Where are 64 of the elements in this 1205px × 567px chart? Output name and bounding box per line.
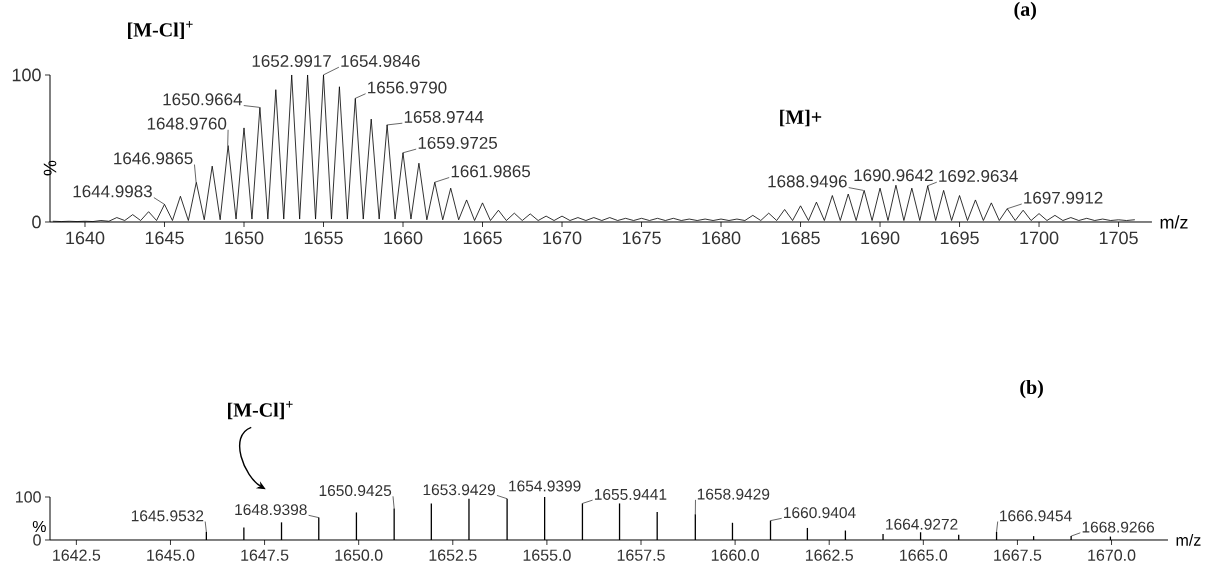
annotation: 1666.9454 [1000,510,1072,522]
annotation: 1656.9790 [368,81,447,94]
x-tick-label: 1685 [781,231,820,245]
annotation: 1653.9429 [423,484,495,496]
x-tick-label: 1660.0 [711,549,759,561]
x-tick-label: 1675 [622,231,661,245]
annotation: 1664.9272 [886,518,958,530]
x-tick-label: 1650 [225,231,264,245]
annotation: 1655.9441 [594,488,667,500]
annotation: 1658.9744 [404,110,484,123]
x-tick-label: 1640 [66,231,105,245]
x-tick-label: 1645.0 [147,549,195,561]
y-tick-label: 0 [32,215,41,229]
x-axis-title: m/z [1176,534,1201,546]
x-tick-label: 1665 [463,231,502,245]
x-tick-label: 1695 [940,231,979,245]
annotation: 1697.9912 [1024,191,1103,204]
annotation: 1668.9266 [1082,521,1155,533]
y-tick-label: 0 [33,534,41,546]
x-tick-label: 1650.0 [335,549,383,561]
annotation: 1690.9642 [854,169,933,182]
x-tick-label: 1670.0 [1088,549,1136,561]
x-tick-label: 1705 [1099,231,1138,245]
annotation: 1648.9398 [235,504,307,516]
annotation: 1646.9865 [114,152,193,165]
x-tick-label: 1642.5 [53,549,101,561]
x-tick-label: 1690 [861,231,900,245]
annotation: 1645.9532 [131,510,204,522]
y-axis-title: % [43,160,57,176]
annotation: 1654.9846 [341,54,420,68]
x-tick-label: 1700 [1020,231,1059,245]
y-axis-title: % [32,520,46,533]
annotation: 1652.9917 [252,54,331,68]
x-tick-label: 1655.0 [523,549,571,561]
x-tick-label: 1652.5 [429,549,477,561]
annotation: [M]+ [780,109,822,127]
annotation: 1659.9725 [418,136,498,149]
x-tick-label: 1665.0 [900,549,948,561]
annotation: 1660.9404 [784,507,856,519]
annotation: 1650.9425 [319,485,392,497]
chart-title: (a) [1014,1,1036,20]
annotation: 1648.9760 [147,117,227,130]
annotation: 1654.9399 [509,480,581,492]
x-tick-label: 1647.5 [241,549,289,561]
x-tick-label: 1655 [304,231,343,245]
x-axis-title: m/z [1160,215,1188,229]
x-tick-label: 1670 [543,231,582,245]
chart-title: (b) [1020,380,1043,399]
annotation: 1650.9664 [163,93,243,106]
x-tick-label: 1657.5 [617,549,665,561]
x-tick-label: 1662.5 [805,549,853,561]
y-tick-label: 100 [12,68,41,82]
x-tick-label: 1680 [702,231,741,245]
annotation: 1692.9634 [939,169,1018,182]
annotation: 1658.9429 [697,488,770,500]
x-tick-label: 1667.5 [994,549,1042,561]
x-tick-label: 1645 [145,231,184,245]
text: [M-Cl]$^{+}$ [228,401,293,420]
annotation: 1661.9865 [451,165,531,178]
annotation: 1688.9496 [768,175,847,188]
y-tick-label: 100 [16,491,41,503]
text: [M-Cl]$^{+}$ [128,20,193,40]
annotation: 1644.9983 [73,185,152,198]
x-tick-label: 1660 [384,231,423,245]
